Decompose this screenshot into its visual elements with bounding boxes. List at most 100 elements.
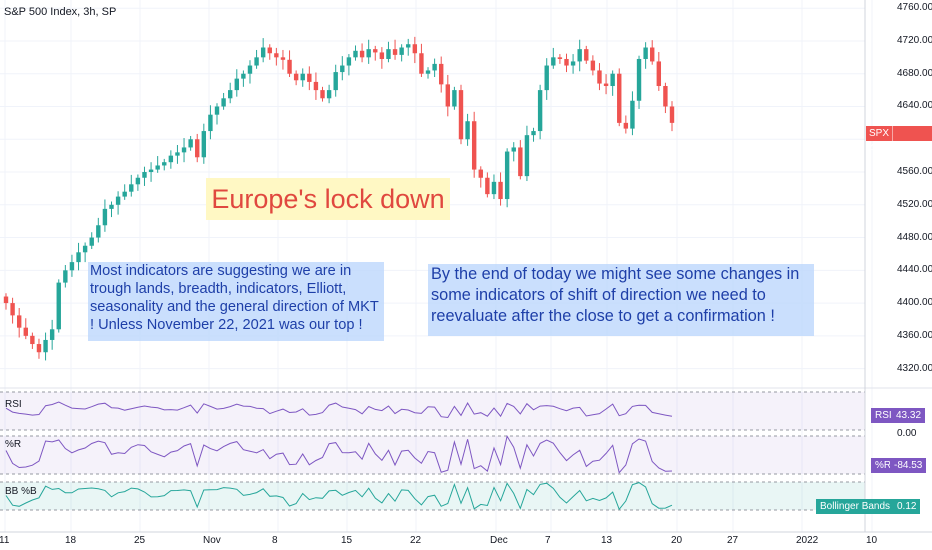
candle-body[interactable] (452, 90, 457, 107)
candle-body[interactable] (584, 49, 589, 61)
candle-body[interactable] (465, 121, 470, 140)
candle-body[interactable] (419, 53, 424, 74)
candle-body[interactable] (300, 73, 305, 81)
candle-body[interactable] (412, 44, 418, 54)
candle-body[interactable] (491, 181, 497, 195)
candle-body[interactable] (597, 70, 602, 84)
candle-body[interactable] (293, 73, 299, 81)
candle-body[interactable] (267, 47, 272, 54)
candle-body[interactable] (135, 177, 141, 185)
candle-body[interactable] (181, 147, 187, 153)
candle-body[interactable] (69, 262, 75, 271)
candle-body[interactable] (504, 151, 510, 200)
candle-body[interactable] (346, 57, 352, 66)
candle-body[interactable] (623, 122, 629, 129)
candle-body[interactable] (175, 152, 180, 156)
candle-body[interactable] (43, 339, 48, 353)
candle-body[interactable] (23, 327, 28, 336)
candle-body[interactable] (221, 98, 226, 107)
candle-body[interactable] (274, 53, 279, 58)
candle-body[interactable] (359, 50, 365, 58)
candle-body[interactable] (643, 47, 648, 59)
candle-body[interactable] (260, 47, 266, 58)
candle-body[interactable] (241, 73, 246, 79)
candle-body[interactable] (590, 60, 596, 71)
candle-body[interactable] (247, 65, 253, 74)
candle-body[interactable] (49, 329, 55, 340)
candle-body[interactable] (511, 147, 516, 152)
candle-body[interactable] (353, 50, 358, 58)
candle-body[interactable] (333, 72, 338, 91)
candle-body[interactable] (617, 73, 622, 123)
candle-body[interactable] (610, 73, 615, 87)
candle-body[interactable] (551, 57, 556, 66)
candle-body[interactable] (208, 114, 213, 132)
candle-body[interactable] (498, 181, 503, 200)
candle-body[interactable] (155, 165, 160, 170)
candle-body[interactable] (471, 121, 477, 170)
candle-body[interactable] (142, 172, 147, 178)
candle-body[interactable] (76, 252, 81, 263)
candle-body[interactable] (432, 63, 437, 71)
candle-body[interactable] (577, 49, 582, 62)
candle-body[interactable] (373, 49, 378, 53)
candle-body[interactable] (544, 65, 549, 91)
candle-body[interactable] (188, 139, 193, 148)
candle-body[interactable] (10, 303, 15, 316)
candle-body[interactable] (162, 162, 167, 166)
candle-body[interactable] (227, 90, 233, 99)
candle-body[interactable] (630, 100, 635, 129)
candle-body[interactable] (366, 49, 371, 58)
candle-body[interactable] (96, 225, 101, 238)
candle-body[interactable] (656, 61, 662, 87)
candle-body[interactable] (129, 184, 134, 192)
candle-body[interactable] (458, 90, 464, 140)
candle-body[interactable] (16, 315, 22, 328)
candle-body[interactable] (313, 81, 319, 91)
candle-body[interactable] (399, 47, 404, 55)
candle-body[interactable] (109, 204, 114, 209)
candle-body[interactable] (564, 58, 569, 66)
candle-body[interactable] (102, 208, 108, 226)
candle-body[interactable] (445, 84, 451, 107)
candle-body[interactable] (326, 90, 332, 99)
candle-body[interactable] (89, 237, 94, 246)
candle-body[interactable] (195, 139, 200, 158)
candle-body[interactable] (115, 196, 121, 205)
candle-body[interactable] (307, 73, 312, 82)
candle-body[interactable] (557, 57, 563, 59)
candle-body[interactable] (439, 63, 444, 85)
candle-body[interactable] (234, 78, 239, 91)
candle-body[interactable] (636, 58, 642, 101)
candle-body[interactable] (603, 83, 609, 87)
candle-body[interactable] (425, 70, 431, 74)
candle-body[interactable] (379, 52, 385, 59)
candle-body[interactable] (518, 147, 523, 177)
candle-body[interactable] (36, 344, 42, 353)
candle-body[interactable] (148, 169, 154, 173)
candle-body[interactable] (168, 155, 174, 163)
candle-body[interactable] (63, 270, 68, 283)
candle-body[interactable] (485, 177, 490, 195)
candle-body[interactable] (406, 44, 411, 48)
candle-body[interactable] (30, 335, 35, 345)
candle-body[interactable] (478, 169, 483, 178)
candle-body[interactable] (82, 245, 88, 253)
candle-body[interactable] (663, 86, 668, 107)
candle-body[interactable] (254, 57, 259, 66)
candle-body[interactable] (650, 47, 655, 62)
candle-body[interactable] (287, 59, 292, 74)
candle-body[interactable] (56, 282, 61, 330)
candle-body[interactable] (669, 106, 675, 123)
candle-body[interactable] (214, 106, 220, 115)
candle-body[interactable] (280, 57, 286, 60)
candle-body[interactable] (340, 65, 345, 73)
candle-body[interactable] (524, 135, 530, 177)
candle-body[interactable] (392, 49, 398, 55)
candle-body[interactable] (122, 191, 127, 197)
candle-body[interactable] (537, 90, 543, 132)
candle-body[interactable] (201, 131, 207, 158)
candle-body[interactable] (531, 131, 536, 136)
candle-body[interactable] (3, 296, 9, 304)
